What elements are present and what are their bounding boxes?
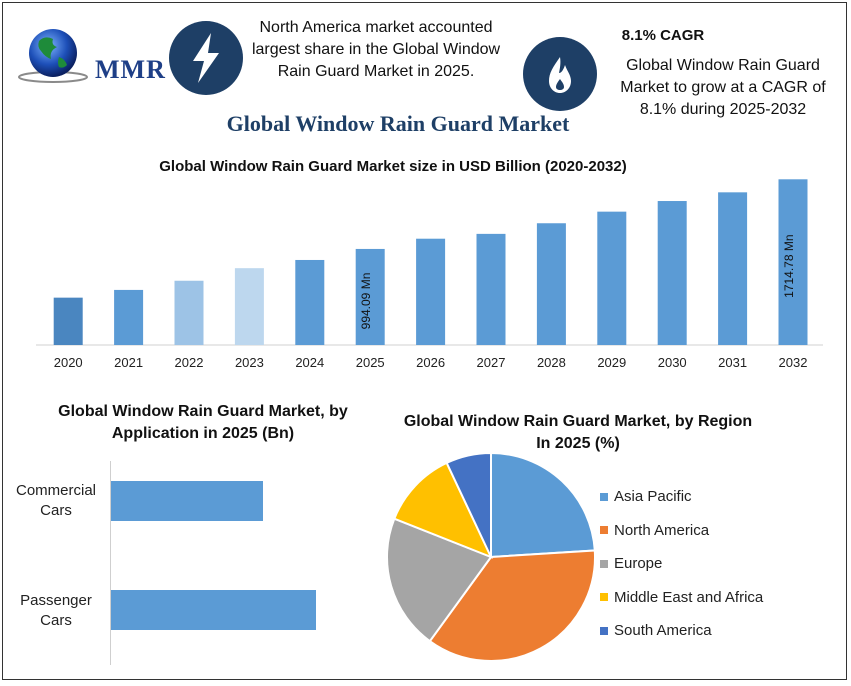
region-chart-title: Global Window Rain Guard Market, by Regi… (403, 413, 753, 452)
legend-swatch (600, 559, 608, 568)
legend-label: Europe (614, 555, 663, 573)
legend-label: Middle East and Africa (614, 588, 764, 606)
legend-swatch (600, 492, 608, 501)
hbar-passenger-cars (111, 590, 316, 630)
flame-icon (523, 37, 597, 111)
x-tick-label-2025: 2025 (356, 355, 385, 370)
pie-slice-europe (386, 517, 493, 643)
bar-2028 (536, 223, 566, 345)
lightning-bolt-icon (169, 21, 243, 95)
legend-swatch (600, 626, 608, 635)
hbar-label-passenger: Passenger Cars (20, 592, 92, 629)
x-tick-label-2031: 2031 (718, 355, 747, 370)
legend-item-south-america: South America (600, 614, 763, 648)
legend-item-asia-pacific: Asia Pacific (600, 480, 763, 514)
data-label-2032: 1714.78 Mn (782, 234, 796, 297)
bar-2032 (778, 179, 808, 345)
application-chart-axis (110, 461, 111, 665)
region-pie-chart (386, 451, 596, 662)
legend-label: South America (614, 622, 712, 640)
logo: MMR (15, 23, 165, 87)
globe-logo-icon (18, 29, 88, 83)
bar-2030 (657, 201, 687, 345)
x-tick-label-2021: 2021 (114, 355, 143, 370)
page-title: Global Window Rain Guard Market (226, 111, 570, 136)
hbar-commercial-cars (111, 481, 264, 521)
bar-2020 (53, 297, 83, 345)
x-tick-label-2030: 2030 (658, 355, 687, 370)
legend-swatch (600, 526, 608, 535)
bar-2024 (295, 259, 325, 345)
bar-2025 (355, 248, 385, 345)
pie-slice-north-america (428, 549, 596, 662)
x-tick-label-2023: 2023 (235, 355, 264, 370)
bar-2027 (476, 233, 506, 345)
pie-slice-south-america (445, 451, 492, 558)
legend-item-north-america: North America (600, 514, 763, 548)
bar-2022 (174, 280, 204, 345)
x-tick-label-2029: 2029 (597, 355, 626, 370)
bar-2031 (718, 192, 748, 345)
legend-swatch (600, 593, 608, 602)
market-size-chart-title: Global Window Rain Guard Market size in … (159, 158, 627, 175)
x-tick-label-2024: 2024 (295, 355, 324, 370)
x-tick-label-2027: 2027 (477, 355, 506, 370)
pie-slice-asia-pacific (490, 451, 596, 559)
legend-label: North America (614, 521, 710, 539)
bar-2029 (597, 211, 627, 345)
cagr-title: 8.1% CAGR (621, 27, 705, 44)
x-tick-label-2026: 2026 (416, 355, 445, 370)
x-tick-label-2020: 2020 (54, 355, 83, 370)
cagr-description: Global Window Rain Guard Market to grow … (620, 57, 826, 118)
bar-2021 (114, 289, 144, 345)
data-label-2025: 994.09 Mn (359, 273, 373, 330)
x-tick-label-2032: 2032 (779, 355, 808, 370)
hbar-label-commercial: Commercial Cars (15, 482, 96, 519)
bar-2023 (234, 268, 264, 345)
bar-2026 (416, 238, 446, 345)
legend-label: Asia Pacific (614, 488, 692, 506)
logo-text: MMR (95, 55, 166, 84)
region-legend: Asia Pacific North America Europe Middle Ea… (600, 480, 763, 648)
legend-item-europe: Europe (600, 547, 763, 581)
market-size-bar-chart: 2020 2021 2022 2023 2024 2025 994.09 Mn 2026 202… (36, 179, 823, 370)
application-chart-title: Global Window Rain Guard Market, by Appl… (58, 403, 348, 442)
pie-slice-middle-east-and-africa (393, 461, 493, 559)
legend-item-middle-east-and-africa: Middle East and Africa (600, 581, 763, 615)
x-tick-label-2022: 2022 (175, 355, 204, 370)
x-tick-label-2028: 2028 (537, 355, 566, 370)
north-america-highlight: North America market accounted largest s… (251, 19, 501, 80)
